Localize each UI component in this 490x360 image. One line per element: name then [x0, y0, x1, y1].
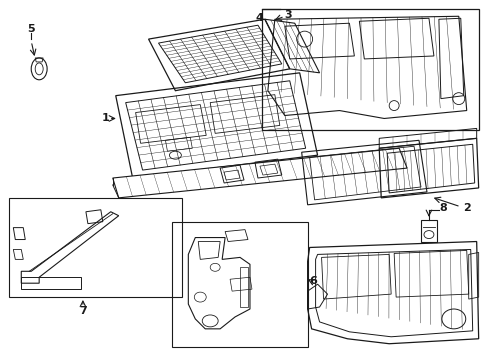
Text: 6: 6	[310, 276, 318, 286]
Text: 4: 4	[255, 13, 263, 23]
Polygon shape	[113, 148, 407, 198]
Text: 3: 3	[284, 10, 292, 20]
Text: 2: 2	[463, 203, 470, 213]
Text: 1: 1	[102, 113, 110, 123]
Text: 5: 5	[27, 24, 35, 34]
Text: 7: 7	[79, 306, 87, 316]
Text: 8: 8	[439, 203, 447, 213]
